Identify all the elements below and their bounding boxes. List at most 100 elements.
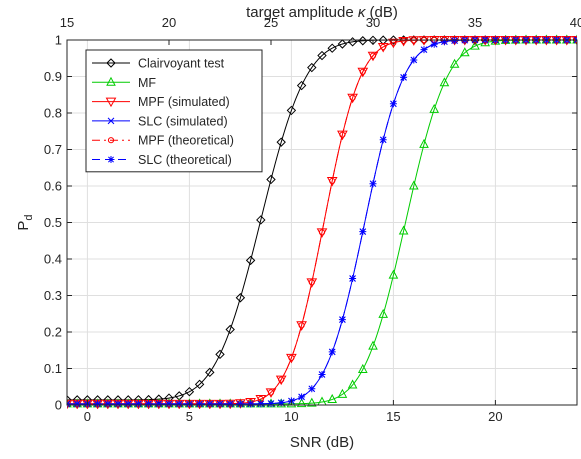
diamond-marker (205, 367, 215, 378)
circle-marker (339, 131, 346, 138)
circle-marker (298, 322, 305, 329)
diamond-marker (327, 43, 337, 53)
triangle-up-marker (296, 398, 307, 408)
triangle-up-marker (470, 40, 480, 50)
star-marker (420, 46, 428, 54)
y-tick-label: 0.3 (44, 288, 62, 303)
diamond-marker (194, 379, 205, 390)
circle-marker (318, 229, 326, 236)
legend-entry: MF (92, 76, 156, 90)
top-x-axis-label-symbol: κ (358, 4, 367, 21)
star-marker (277, 399, 285, 407)
triangle-up-marker (357, 363, 368, 373)
triangle-up-marker (398, 225, 409, 235)
star-marker (318, 371, 326, 379)
top-x-axis-label: target amplitude κ (dB) (246, 4, 398, 21)
y-tick-label: 0 (55, 398, 62, 413)
circle-marker (329, 177, 336, 185)
circle-marker (288, 354, 295, 361)
legend-label: SLC (simulated) (138, 114, 228, 128)
diamond-marker (67, 395, 72, 405)
x-axis-label: SNR (dB) (290, 434, 354, 451)
circle-marker (400, 37, 407, 45)
star-marker (206, 400, 214, 408)
diamond-marker (337, 39, 348, 49)
top-x-tick-label: 20 (162, 15, 176, 30)
legend-entry: MPF (simulated) (92, 95, 230, 109)
triangle-up-marker (419, 138, 429, 148)
triangle-up-marker (347, 379, 358, 389)
star-marker (369, 180, 377, 188)
ticks (66, 39, 578, 406)
diamond-marker (317, 50, 327, 61)
diamond-marker (215, 349, 225, 360)
y-tick-label: 0.5 (44, 215, 62, 230)
star-marker (104, 400, 112, 408)
diamond-marker (106, 58, 116, 68)
triangle-up-marker (327, 393, 338, 403)
legend-entry: SLC (theoretical) (92, 153, 232, 167)
y-tick-label: 0.7 (44, 142, 62, 157)
star-marker (267, 400, 275, 408)
diamond-marker (358, 36, 368, 46)
legend-box (85, 49, 263, 173)
x-tick-label: 0 (84, 409, 91, 424)
star-marker (338, 316, 346, 324)
star-marker (175, 400, 183, 408)
triangle-up-marker (439, 77, 450, 87)
diamond-marker (235, 293, 246, 303)
y-tick-label: 0.6 (44, 179, 62, 194)
top-x-axis-label-prefix: target amplitude (246, 4, 358, 21)
top-x-tick-label: 30 (366, 15, 380, 30)
diamond-marker (307, 62, 317, 73)
star-marker (247, 400, 255, 408)
triangle-up-marker (306, 397, 317, 407)
diamond-marker (388, 35, 399, 45)
star-marker (349, 275, 357, 283)
star-marker (440, 38, 448, 46)
triangle-up-marker (388, 269, 399, 279)
star-marker (451, 37, 459, 45)
triangle-up-marker (67, 398, 72, 408)
y-axis-label-subscript: d (23, 214, 35, 220)
legend-entry: MPF (theoretical) (92, 134, 234, 148)
star-marker (196, 400, 204, 408)
circle-marker (278, 376, 285, 383)
circle-marker (107, 137, 115, 144)
legend-label: SLC (theoretical) (138, 153, 232, 167)
star-marker (257, 400, 265, 408)
legend-label: MF (138, 76, 156, 90)
y-tick-label: 0.2 (44, 325, 62, 340)
diamond-marker (225, 324, 235, 335)
star-marker (94, 400, 102, 408)
y-tick-label: 0.9 (44, 69, 62, 84)
y-tick-label: 0.8 (44, 106, 62, 121)
triangle-up-marker (337, 388, 348, 398)
star-marker (400, 73, 408, 81)
circle-marker (349, 94, 356, 101)
legend-entry: Clairvoyant test (92, 57, 225, 71)
x-tick-label: 20 (488, 409, 502, 424)
y-tick-label: 0.1 (44, 361, 62, 376)
triangle-up-marker (449, 58, 460, 68)
x-marker (107, 117, 115, 125)
y-tick-label: 0.4 (44, 252, 62, 267)
star-marker (73, 400, 81, 408)
triangle-up-marker (408, 180, 419, 190)
triangle-up-marker (368, 340, 378, 350)
legend: Clairvoyant test MF MPF (simulated) SLC (si… (85, 49, 263, 173)
star-marker (226, 400, 234, 408)
legend-label: MPF (simulated) (138, 95, 230, 109)
star-marker (145, 400, 153, 408)
star-marker (389, 100, 397, 108)
legend-label: Clairvoyant test (138, 57, 225, 71)
top-x-tick-label: 25 (264, 15, 278, 30)
star-marker (216, 400, 224, 408)
triangle-up-marker (459, 47, 470, 57)
star-marker (328, 348, 336, 356)
star-marker (298, 393, 306, 401)
star-marker (359, 228, 367, 236)
circle-marker (380, 43, 387, 51)
circle-marker (308, 279, 315, 286)
legend-entry: SLC (simulated) (92, 114, 228, 128)
